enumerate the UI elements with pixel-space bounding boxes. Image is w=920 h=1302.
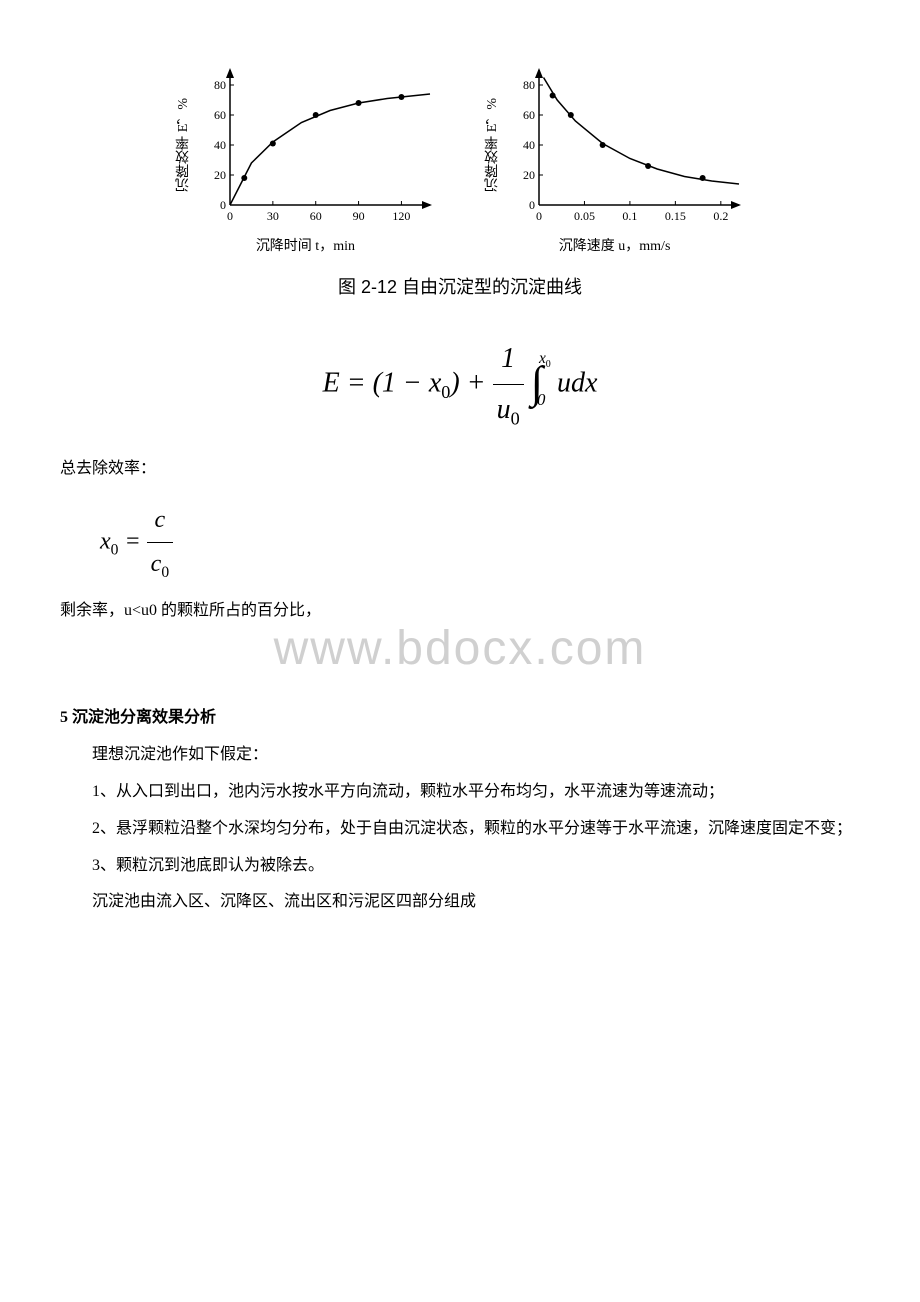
svg-text:0.2: 0.2 [714,209,729,223]
figure-caption: 图 2-12 自由沉淀型的沉淀曲线 [60,271,860,303]
para-4: 3、颗粒沉到池底即认为被除去。 [60,852,860,881]
svg-text:0: 0 [220,198,226,212]
residual-label: 剩余率，u<u0 的颗粒所占的百分比， [60,597,860,626]
chart-right-wrap: 沉降效率 E，% 0 20 40 60 80 0 0.05 0.1 0.15 0.2 沉降速度 u… [480,60,749,259]
svg-text:20: 20 [523,168,535,182]
svg-text:60: 60 [523,108,535,122]
total-removal-label: 总去除效率： [60,455,860,484]
svg-text:60: 60 [214,108,226,122]
svg-text:0: 0 [227,209,233,223]
svg-text:60: 60 [310,209,322,223]
chart-right-svg: 0 20 40 60 80 0 0.05 0.1 0.15 0.2 [509,60,749,230]
svg-text:0: 0 [536,209,542,223]
svg-text:40: 40 [523,138,535,152]
svg-text:0.1: 0.1 [623,209,638,223]
chart-right-ylabel: 沉降效率 E，% [480,98,505,192]
svg-text:0: 0 [529,198,535,212]
svg-text:80: 80 [214,78,226,92]
equation-total-removal: E = (1 − x0) + 1u0 ∫x00 udx [60,334,860,436]
section-heading: 5 沉淀池分离效果分析 [60,704,860,733]
charts-row: 沉降效率 E，% 0204060800306090120 沉降时间 t，min … [60,60,860,259]
chart-left-wrap: 沉降效率 E，% 0 20 40 60 80 0 30 60 90 120 沉降时间 t，min [171,60,440,259]
svg-text:90: 90 [353,209,365,223]
para-3: 2、悬浮颗粒沿整个水深均匀分布，处于自由沉淀状态，颗粒的水平分速等于水平流速，沉… [60,815,860,844]
svg-text:80: 80 [523,78,535,92]
equation-x0: x0 = cc0 [100,499,860,587]
chart-left-ylabel: 沉降效率 E，% [171,98,196,192]
para-5: 沉淀池由流入区、沉降区、流出区和污泥区四部分组成 [60,888,860,917]
svg-text:120: 120 [392,209,410,223]
svg-text:40: 40 [214,138,226,152]
svg-text:0.05: 0.05 [574,209,595,223]
para-2: 1、从入口到出口，池内污水按水平方向流动，颗粒水平分布均匀，水平流速为等速流动； [60,778,860,807]
chart-left-xlabel: 沉降时间 t，min [171,234,440,259]
figure-block: 沉降效率 E，% 0204060800306090120 沉降时间 t，min … [60,60,860,304]
svg-text:0.15: 0.15 [665,209,686,223]
chart-left-svg: 0 20 40 60 80 0 30 60 90 120 [200,60,440,230]
chart-right-xlabel: 沉降速度 u，mm/s [480,234,749,259]
svg-text:30: 30 [267,209,279,223]
para-1: 理想沉淀池作如下假定： [60,741,860,770]
svg-text:20: 20 [214,168,226,182]
